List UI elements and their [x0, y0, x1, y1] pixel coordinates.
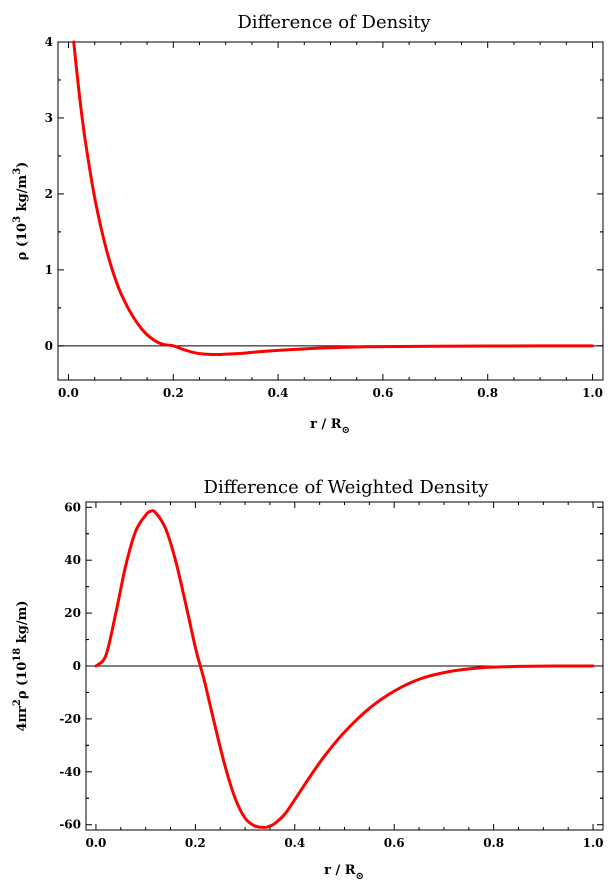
chart1-y-ticks: 0 1 2 3 4: [45, 35, 603, 353]
chart1-xlabel-main: r / R: [310, 417, 342, 432]
chart1-y-tick-label: 2: [45, 187, 53, 201]
chart1-ylabel-unit: kg/m: [15, 175, 30, 216]
chart2-ylabel-unit: ρ (10: [15, 662, 30, 699]
chart2-y-tick-label: 40: [64, 553, 81, 567]
chart1-title: Difference of Density: [237, 12, 431, 33]
chart1-y-tick-label: 4: [45, 35, 53, 49]
chart1-ylabel-sup: 3: [12, 216, 23, 223]
chart2-x-ticks: 0.0 0.2 0.4 0.6 0.8 1.0: [85, 502, 604, 850]
chart2-xlabel-sub: ⊙: [356, 871, 364, 882]
chart1-ylabel-unit-sup: 3: [12, 168, 23, 175]
chart2-x-tick-label: 0.4: [284, 836, 305, 850]
chart2-y-tick-label: 20: [64, 606, 81, 620]
chart2-ylabel-unit-sup: 18: [12, 648, 23, 662]
chart2-x-tick-label: 0.6: [384, 836, 405, 850]
chart2-ylabel-sup: 2: [12, 699, 23, 706]
chart2-y-tick-label: -60: [59, 818, 81, 832]
chart2-x-axis-label: r / R⊙: [324, 863, 364, 882]
chart2-ylabel-main: 4πr: [15, 706, 30, 732]
chart2-x-tick-label: 0.0: [85, 836, 106, 850]
chart2-y-axis-label: 4πr2ρ (1018 kg/m): [12, 600, 30, 731]
chart2-y-ticks: -60 -40 -20 0 20 40 60: [59, 500, 603, 832]
chart1-y-tick-label: 3: [45, 111, 53, 125]
chart1-x-axis-label: r / R⊙: [310, 417, 350, 436]
chart1-x-tick-label: 0.6: [372, 386, 393, 400]
chart2-xlabel-main: r / R: [324, 863, 356, 878]
chart2-x-tick-label: 1.0: [583, 836, 604, 850]
weighted-density-difference-chart: Difference of Weighted Density 0.0 0.2 0.4…: [12, 477, 604, 882]
chart2-y-tick-label: 0: [73, 659, 81, 673]
chart1-x-tick-label: 0.2: [163, 386, 184, 400]
chart2-weighted-density-curve: [94, 509, 595, 829]
chart2-x-tick-label: 0.2: [185, 836, 206, 850]
chart2-ylabel-end: kg/m): [15, 600, 30, 647]
chart1-x-tick-label: 1.0: [582, 386, 603, 400]
chart1-x-tick-label: 0.4: [268, 386, 289, 400]
chart1-x-tick-label: 0.8: [477, 386, 498, 400]
chart2-y-tick-label: -20: [59, 712, 81, 726]
chart2-y-tick-label: -40: [59, 765, 81, 779]
chart1-ylabel-main: ρ (10: [15, 223, 30, 260]
chart1-y-tick-label: 0: [45, 339, 53, 353]
chart1-y-tick-label: 1: [45, 263, 53, 277]
chart1-plot-frame: [57, 41, 604, 381]
chart1-x-ticks: 0.0 0.2 0.4 0.6 0.8 1.0: [58, 42, 603, 400]
chart1-density-curve: [72, 40, 595, 357]
chart1-ylabel-end: ): [15, 162, 30, 168]
chart1-x-tick-label: 0.0: [58, 386, 79, 400]
chart1-y-axis-label: ρ (103 kg/m3): [12, 162, 30, 261]
chart2-title: Difference of Weighted Density: [204, 477, 490, 498]
chart1-xlabel-sub: ⊙: [342, 425, 350, 436]
chart2-x-tick-label: 0.8: [483, 836, 504, 850]
chart2-y-tick-label: 60: [64, 500, 81, 514]
density-difference-chart: Difference of Density 0.0 0.2 0.4 0.6 0.8 1.0…: [12, 12, 604, 436]
